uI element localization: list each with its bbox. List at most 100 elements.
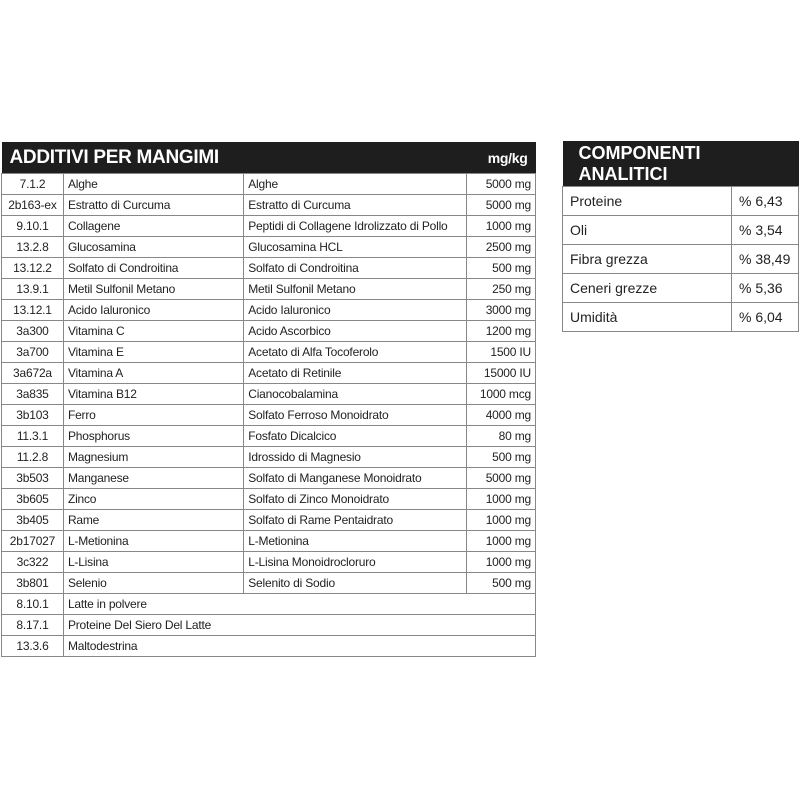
name-cell: Ferro bbox=[62, 404, 245, 426]
table-row: 3b605 Zinco Solfato di Zinco Monoidrato 100… bbox=[1, 488, 536, 510]
code-cell: 13.3.6 bbox=[1, 635, 64, 657]
code-cell: 13.12.1 bbox=[1, 299, 64, 321]
amount-cell: 4000 mg bbox=[466, 404, 536, 426]
source-cell: Solfato di Condroitina bbox=[243, 257, 468, 279]
table-row: Ceneri grezze% 5,36 bbox=[562, 273, 799, 303]
table-row: 11.3.1 Phosphorus Fosfato Dicalcico 80 mg bbox=[1, 425, 536, 447]
table-row: 3b405 Rame Solfato di Rame Pentaidrato 1000… bbox=[1, 509, 536, 531]
table-row: 3b503 Manganese Solfato di Manganese Monoi… bbox=[1, 467, 536, 489]
name-cell: Vitamina B12 bbox=[62, 383, 245, 405]
table-row: 13.9.1 Metil Sulfonil Metano Metil Sulfoni… bbox=[1, 278, 536, 300]
source-cell: Estratto di Curcuma bbox=[243, 194, 468, 216]
source-cell: Fosfato Dicalcico bbox=[243, 425, 468, 447]
table-row: 13.3.6 Maltodestrina bbox=[1, 635, 537, 657]
name-cell: Vitamina A bbox=[62, 362, 245, 384]
component-value: % 5,36 bbox=[731, 273, 799, 303]
table-row: Fibra grezza% 38,49 bbox=[562, 244, 799, 274]
amount-cell: 15000 IU bbox=[466, 362, 536, 384]
amount-cell: 250 mg bbox=[466, 278, 536, 300]
table-row: Proteine% 6,43 bbox=[562, 186, 799, 216]
name-cell: Estratto di Curcuma bbox=[62, 194, 245, 216]
table-row: 3a700 Vitamina E Acetato di Alfa Tocoferol… bbox=[1, 341, 536, 363]
componenti-table: COMPONENTI ANALITICI Proteine% 6,43 Oli% … bbox=[562, 141, 799, 332]
amount-cell: 5000 mg bbox=[466, 173, 536, 195]
component-name: Proteine bbox=[562, 186, 732, 216]
amount-cell: 5000 mg bbox=[466, 467, 536, 489]
table-row: Oli% 3,54 bbox=[562, 215, 799, 245]
name-cell: Vitamina C bbox=[62, 320, 245, 342]
code-cell: 3c322 bbox=[1, 551, 64, 573]
code-cell: 3a300 bbox=[1, 320, 64, 342]
code-cell: 2b17027 bbox=[1, 530, 64, 552]
table-row: 3c322 L-Lisina L-Lisina Monoidrocloruro 100… bbox=[1, 551, 536, 573]
component-value: % 38,49 bbox=[731, 244, 799, 274]
additivi-header: ADDITIVI PER MANGIMI mg/kg bbox=[1, 142, 536, 174]
name-cell: Metil Sulfonil Metano bbox=[62, 278, 245, 300]
amount-cell: 1500 IU bbox=[466, 341, 536, 363]
component-value: % 6,04 bbox=[731, 302, 799, 332]
amount-cell: 1000 mcg bbox=[466, 383, 536, 405]
amount-cell: 80 mg bbox=[466, 425, 536, 447]
name-cell: Phosphorus bbox=[62, 425, 245, 447]
source-cell: Acetato di Retinile bbox=[243, 362, 468, 384]
table-row: 7.1.2 Alghe Alghe 5000 mg bbox=[1, 173, 536, 195]
source-cell: Selenito di Sodio bbox=[243, 572, 468, 594]
code-cell: 3b405 bbox=[1, 509, 64, 531]
amount-cell: 3000 mg bbox=[466, 299, 536, 321]
name-cell: Glucosamina bbox=[62, 236, 245, 258]
name-cell: L-Metionina bbox=[62, 530, 245, 552]
code-cell: 13.12.2 bbox=[1, 257, 64, 279]
component-name: Ceneri grezze bbox=[562, 273, 732, 303]
source-cell: Alghe bbox=[243, 173, 468, 195]
source-cell: Solfato di Manganese Monoidrato bbox=[243, 467, 468, 489]
source-cell: Metil Sulfonil Metano bbox=[243, 278, 468, 300]
code-cell: 9.10.1 bbox=[1, 215, 64, 237]
table-row: 3a835 Vitamina B12 Cianocobalamina 1000 mcg bbox=[1, 383, 536, 405]
table-row: 11.2.8 Magnesium Idrossido di Magnesio 500 … bbox=[1, 446, 536, 468]
table-row: 3b801 Selenio Selenito di Sodio 500 mg bbox=[1, 572, 536, 594]
additivi-title: ADDITIVI PER MANGIMI bbox=[1, 142, 467, 174]
table-row: 3a672a Vitamina A Acetato di Retinile 15000… bbox=[1, 362, 536, 384]
name-cell: Zinco bbox=[62, 488, 245, 510]
source-cell: L-Metionina bbox=[243, 530, 468, 552]
source-cell: Acetato di Alfa Tocoferolo bbox=[243, 341, 468, 363]
table-row: 13.12.1 Acido Ialuronico Acido Ialuronico 3… bbox=[1, 299, 536, 321]
code-cell: 8.17.1 bbox=[1, 614, 64, 636]
component-value: % 6,43 bbox=[731, 186, 799, 216]
code-cell: 3b503 bbox=[1, 467, 64, 489]
table-row: 13.2.8 Glucosamina Glucosamina HCL 2500 mg bbox=[1, 236, 536, 258]
amount-cell: 1000 mg bbox=[466, 215, 536, 237]
amount-cell: 2500 mg bbox=[466, 236, 536, 258]
name-cell: L-Lisina bbox=[62, 551, 245, 573]
source-cell: Acido Ialuronico bbox=[243, 299, 468, 321]
code-cell: 8.10.1 bbox=[1, 593, 64, 615]
code-cell: 3b605 bbox=[1, 488, 64, 510]
amount-cell: 5000 mg bbox=[466, 194, 536, 216]
additivi-unit: mg/kg bbox=[466, 142, 536, 174]
source-cell: Acido Ascorbico bbox=[243, 320, 468, 342]
code-cell: 13.9.1 bbox=[1, 278, 64, 300]
source-cell: Peptidi di Collagene Idrolizzato di Poll… bbox=[243, 215, 468, 237]
table-row: 2b17027 L-Metionina L-Metionina 1000 mg bbox=[1, 530, 536, 552]
amount-cell: 1000 mg bbox=[466, 551, 536, 573]
source-cell: Solfato di Zinco Monoidrato bbox=[243, 488, 468, 510]
source-cell: Solfato Ferroso Monoidrato bbox=[243, 404, 468, 426]
table-row: 2b163-ex Estratto di Curcuma Estratto di C… bbox=[1, 194, 536, 216]
amount-cell: 500 mg bbox=[466, 446, 536, 468]
amount-cell: 1000 mg bbox=[466, 509, 536, 531]
code-cell: 3a700 bbox=[1, 341, 64, 363]
component-value: % 3,54 bbox=[731, 215, 799, 245]
name-cell: Maltodestrina bbox=[62, 635, 537, 657]
source-cell: Idrossido di Magnesio bbox=[243, 446, 468, 468]
name-cell: Latte in polvere bbox=[62, 593, 537, 615]
code-cell: 3b103 bbox=[1, 404, 64, 426]
table-row: 3b103 Ferro Solfato Ferroso Monoidrato 4000… bbox=[1, 404, 536, 426]
componenti-title: COMPONENTI ANALITICI bbox=[562, 141, 799, 187]
code-cell: 11.2.8 bbox=[1, 446, 64, 468]
table-row: 8.17.1 Proteine Del Siero Del Latte bbox=[1, 614, 537, 636]
table-row: 3a300 Vitamina C Acido Ascorbico 1200 mg bbox=[1, 320, 536, 342]
amount-cell: 1200 mg bbox=[466, 320, 536, 342]
name-cell: Vitamina E bbox=[62, 341, 245, 363]
component-name: Fibra grezza bbox=[562, 244, 732, 274]
name-cell: Alghe bbox=[62, 173, 245, 195]
